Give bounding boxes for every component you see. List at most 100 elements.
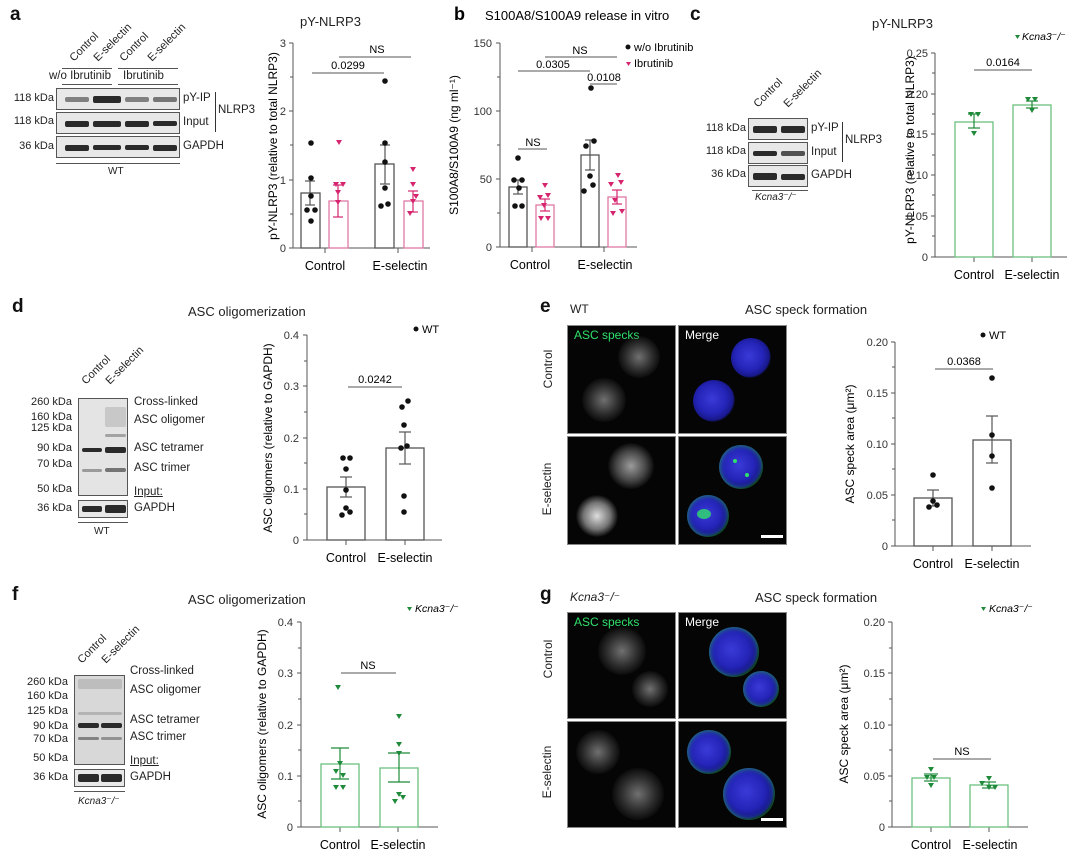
kda-marker: 118 kDa [13,92,54,104]
scale-bar [761,535,783,538]
micrograph-merge-e-selectin [678,436,787,545]
significance-annotation: 0.0164 [986,57,1020,69]
blot-crosslinked [74,675,125,765]
blot-label: Input: [130,755,159,767]
significance-annotation: 0.0242 [358,374,392,386]
micrograph-merge-control: Merge [678,612,787,719]
x-tick-label: E-selectin [578,258,633,272]
scale-bar [761,818,783,821]
kda-marker: 50 kDa [37,483,72,495]
blot-label: GAPDH [134,502,175,514]
x-tick-label: Control [326,551,366,565]
blot-row-gapdh [74,769,125,787]
x-tick-label: Control [913,557,953,571]
panel-c-title: pY-NLRP3 [872,16,933,31]
legend-item: Kcna3⁻/⁻ [1022,31,1066,43]
svg-text:0.4: 0.4 [278,617,293,629]
legend-item: WT [422,324,439,336]
legend-item: WT [989,330,1006,342]
blot-row-py-ip [56,88,180,110]
x-tick-label: E-selectin [965,557,1020,571]
svg-text:0.20: 0.20 [907,89,928,101]
svg-text:0.1: 0.1 [284,484,299,496]
channel-label: ASC specks [574,615,640,629]
x-tick-label: Control [320,838,360,852]
legend-item: Kcna3⁻/⁻ [989,603,1033,615]
micrograph-asc-e-selectin [567,436,676,545]
chart-g: ASC speck area (μm²) 0 0.05 0.10 0.15 0.… [837,603,1033,852]
panel-e-title: ASC speck formation [745,302,868,317]
kda-marker: 50 kDa [33,752,68,764]
panel-g-genotype: Kcna3⁻/⁻ [570,590,621,604]
row-label-control: Control [541,349,555,389]
row-label-e-selectin: E-selectin [540,462,554,516]
svg-text:0: 0 [879,822,885,834]
panel-f-title: ASC oligomerization [188,592,306,607]
micrograph-merge-control: Merge [678,325,787,434]
kda-marker: 70 kDa [33,733,68,745]
kda-marker: 70 kDa [37,458,72,470]
x-tick-label: E-selectin [963,838,1018,852]
genotype-label: Kcna3⁻/⁻ [755,192,797,203]
svg-text:0.10: 0.10 [864,720,885,732]
kda-marker: 125 kDa [27,705,68,717]
blot-label: ASC oligomer [130,684,201,696]
blot-row-input [748,142,808,164]
svg-text:1: 1 [280,175,286,187]
micrograph-asc-control: ASC specks [567,325,676,434]
chart-d: ASC oligomers (relative to GAPDH) 0 0.1 … [261,324,442,565]
blot-row-py-ip [748,118,808,140]
blot-row-label: GAPDH [811,169,852,181]
kda-marker: 118 kDa [705,145,746,157]
panel-label-b: b [454,4,465,24]
row-label-control: Control [541,639,555,679]
kda-marker: 160 kDa [27,690,68,702]
y-axis-label: ASC speck area (μm²) [837,665,851,784]
micrograph-asc-e-selectin [567,721,676,828]
svg-text:0.4: 0.4 [284,330,299,342]
panel-g-title: ASC speck formation [755,590,878,605]
svg-text:0.05: 0.05 [867,490,888,502]
y-axis-label: ASC oligomers (relative to GAPDH) [255,629,269,818]
svg-text:0: 0 [293,535,299,547]
chart-b: b S100A8/S100A9 release in vitro S100A8/… [447,4,693,272]
svg-text:0.15: 0.15 [867,388,888,400]
panel-e-genotype: WT [570,302,589,316]
y-axis-label: pY-NLRP3 (relative to total NLRP3) [903,56,917,244]
channel-label: Merge [685,615,720,629]
y-axis-label: pY-NLRP3 (relative to total NLRP3) [266,52,280,240]
significance-annotation: NS [525,137,540,149]
panel-d-title: ASC oligomerization [188,304,306,319]
blot-crosslinked [78,398,128,496]
chart-c: pY-NLRP3 (relative to total NLRP3) 0 0.0… [903,31,1067,282]
blot-row-label: pY-IP [811,122,839,134]
nlrp3-bracket-label: NLRP3 [845,134,883,146]
micrograph-merge-e-selectin [678,721,787,828]
kda-marker: 118 kDa [705,122,746,134]
svg-text:0.3: 0.3 [278,668,293,680]
panel-a-title: pY-NLRP3 [300,14,361,29]
panel-label-c: c [690,4,701,25]
panel-label-f: f [12,584,19,605]
blot-label: Cross-linked [134,396,198,408]
kda-marker: 36 kDa [19,140,54,152]
panel-label-g: g [540,584,552,605]
kda-marker: 260 kDa [27,676,68,688]
kda-marker: 36 kDa [37,502,72,514]
group-label: Ibrutinib [123,70,164,82]
blot-row-label: GAPDH [183,140,224,152]
y-axis-label: S100A8/S100A9 (ng ml⁻¹) [447,75,461,215]
svg-text:0.20: 0.20 [867,337,888,349]
chart-a: pY-NLRP3 (relative to total NLRP3) 0 1 2… [266,38,430,273]
blot-row-label: pY-IP [183,92,211,104]
kda-marker: 36 kDa [33,771,68,783]
svg-text:0.10: 0.10 [867,439,888,451]
significance-annotation: 0.0368 [947,356,981,368]
significance-annotation: 0.0108 [587,72,621,84]
panel-label-e: e [540,296,551,317]
blot-label: ASC tetramer [130,714,200,726]
svg-text:0: 0 [287,822,293,834]
x-tick-label: E-selectin [371,838,426,852]
blot-label: Input: [134,486,163,498]
